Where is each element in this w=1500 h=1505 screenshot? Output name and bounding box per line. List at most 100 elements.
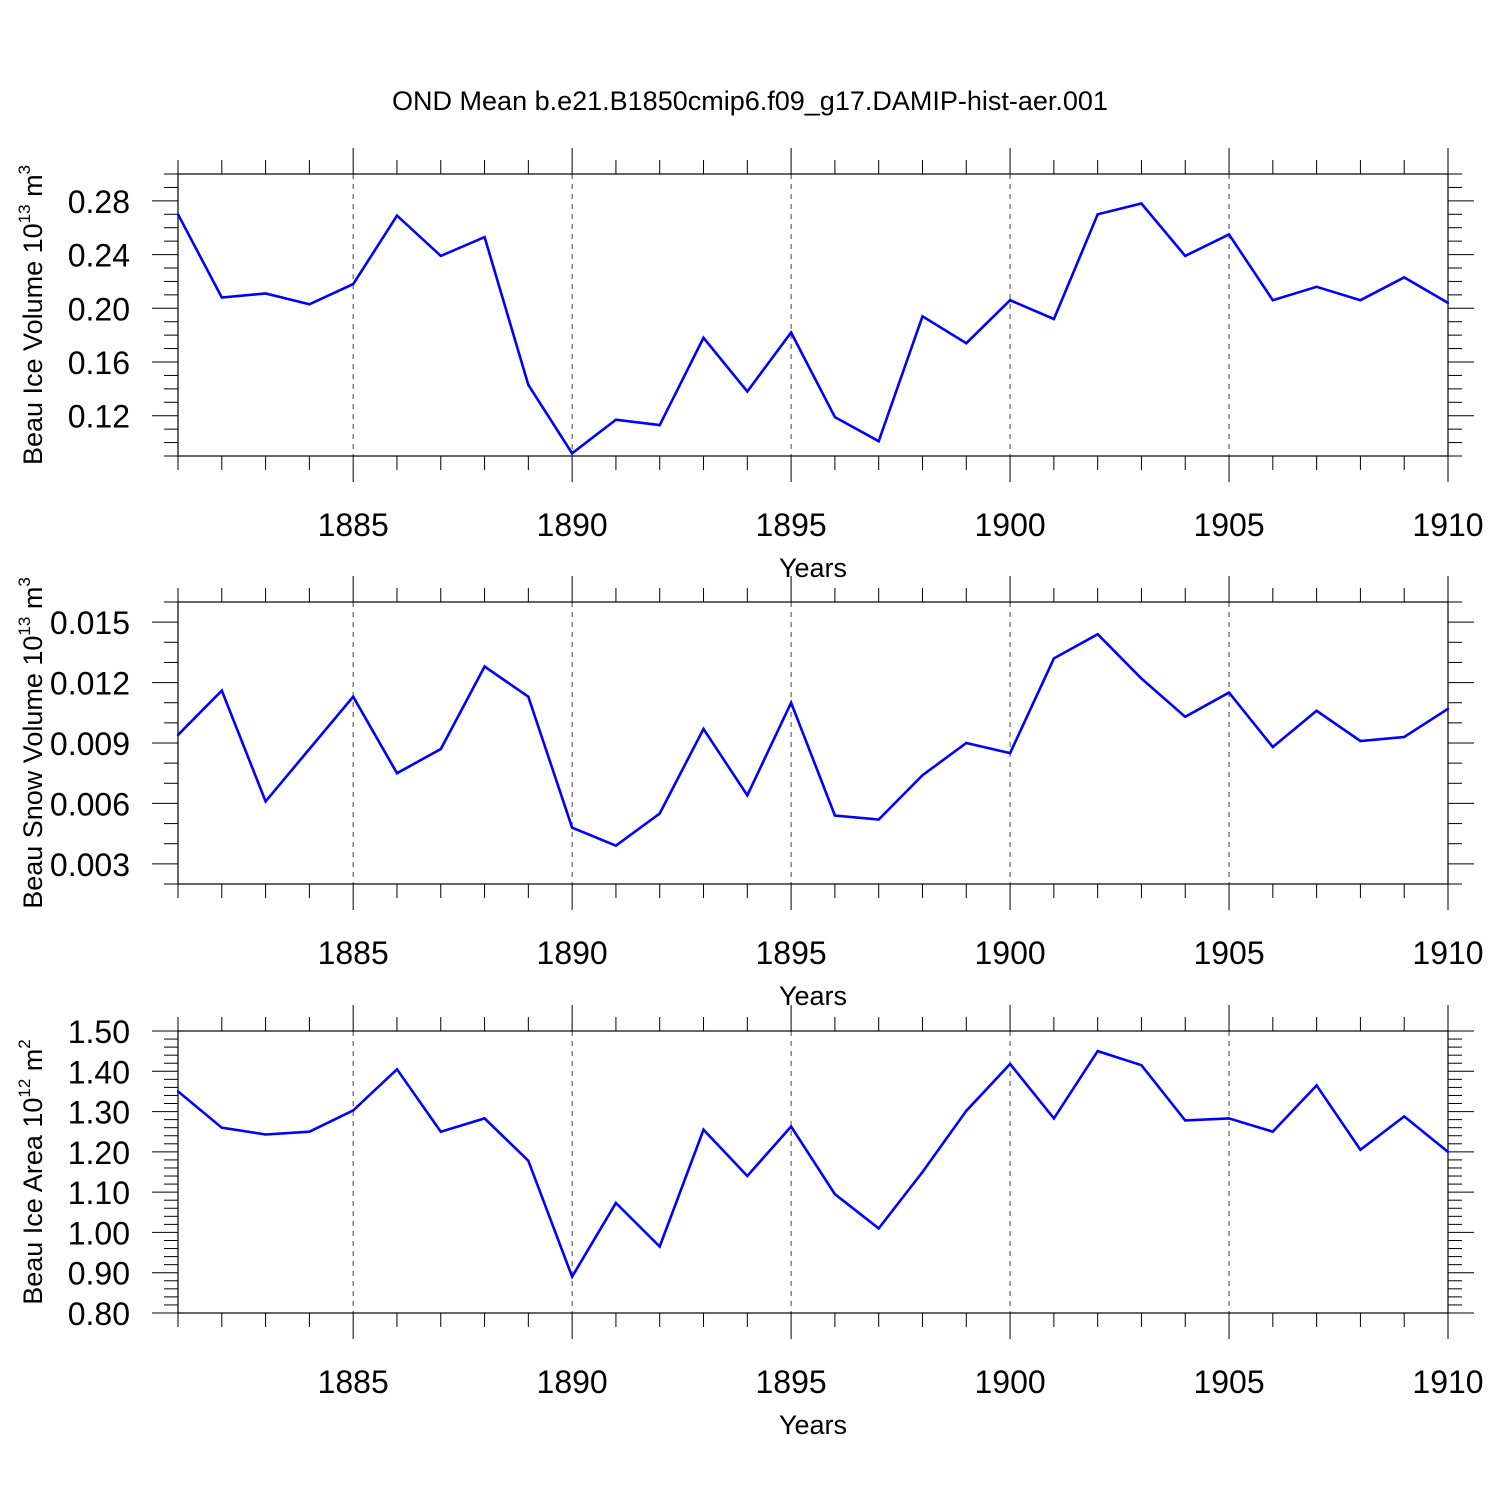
x-axis-label: Years	[779, 1410, 847, 1440]
data-point	[921, 315, 924, 318]
x-tick-label: 1900	[974, 935, 1045, 971]
data-point	[746, 794, 749, 797]
data-point	[527, 383, 530, 387]
data-point	[1096, 1049, 1099, 1053]
x-tick-label: 1890	[537, 935, 608, 971]
data-point	[1096, 213, 1099, 216]
y-tick-label: 0.015	[50, 605, 130, 641]
x-tick-label: 1885	[318, 935, 389, 971]
data-point	[351, 282, 355, 286]
data-point	[1184, 254, 1187, 258]
data-point	[395, 772, 399, 775]
data-point	[702, 1128, 705, 1131]
data-point	[264, 292, 267, 295]
data-point	[833, 415, 837, 419]
data-point	[1140, 677, 1143, 680]
y-tick-label: 0.28	[68, 184, 130, 220]
data-point	[1227, 1117, 1231, 1120]
data-point	[439, 1130, 442, 1133]
data-point	[1096, 633, 1099, 636]
data-point	[351, 695, 355, 698]
x-tick-label: 1900	[974, 507, 1045, 543]
y-tick-label: 0.006	[50, 786, 130, 822]
x-tick-label: 1895	[756, 935, 827, 971]
y-tick-label: 1.10	[68, 1175, 130, 1211]
data-point	[264, 1133, 267, 1136]
data-point	[1315, 285, 1318, 288]
data-point	[877, 818, 880, 821]
data-point	[1315, 1084, 1318, 1087]
x-tick-label: 1910	[1412, 1364, 1483, 1400]
data-point	[264, 800, 267, 803]
data-point	[308, 303, 311, 306]
x-tick-label: 1890	[537, 1364, 608, 1400]
data-point	[789, 331, 793, 334]
data-point	[1403, 735, 1406, 739]
x-tick-label: 1885	[318, 1364, 389, 1400]
data-point	[921, 774, 924, 777]
data-point	[1271, 299, 1275, 302]
data-point	[746, 1174, 749, 1178]
data-point	[1052, 657, 1056, 660]
data-point	[1403, 276, 1406, 279]
x-tick-label: 1900	[974, 1364, 1045, 1400]
data-point	[220, 296, 223, 299]
data-point	[1227, 691, 1231, 694]
data-point	[1140, 1064, 1143, 1067]
data-point	[921, 1170, 924, 1174]
y-tick-label: 0.009	[50, 726, 130, 762]
data-point	[1227, 233, 1231, 236]
data-point	[789, 701, 793, 704]
data-point	[965, 1109, 968, 1112]
panel-3: 1885 1890 1895 1900 1905 1910 Years 0.80 0.90 1.0…	[15, 1005, 1484, 1440]
y-tick-label: 1.50	[68, 1014, 130, 1050]
data-point	[527, 695, 530, 698]
data-point	[395, 1068, 399, 1071]
data-point	[1359, 1148, 1362, 1152]
x-tick-label: 1890	[537, 507, 608, 543]
x-tick-label: 1910	[1412, 507, 1483, 543]
y-tick-label: 0.003	[50, 847, 130, 883]
data-point	[1052, 1117, 1056, 1120]
series-line	[176, 202, 1449, 456]
data-point	[176, 733, 180, 737]
data-point	[658, 1245, 661, 1248]
y-axis-label: Beau Ice Volume 1013 m3	[15, 165, 48, 465]
data-point	[351, 1109, 355, 1112]
y-tick-label: 0.90	[68, 1256, 130, 1292]
data-point	[220, 1126, 223, 1129]
data-point	[527, 1159, 530, 1162]
series-line	[177, 1049, 1449, 1280]
y-tick-label: 1.20	[68, 1135, 130, 1171]
data-point	[308, 747, 311, 751]
data-point	[965, 741, 968, 745]
data-point	[1446, 301, 1450, 305]
data-point	[658, 423, 661, 427]
data-point	[570, 1275, 574, 1278]
data-point	[570, 452, 574, 455]
data-point	[746, 390, 749, 393]
data-point	[1184, 1119, 1187, 1122]
y-tick-label: 1.40	[68, 1054, 130, 1090]
y-tick-label: 0.16	[68, 345, 130, 381]
y-tick-label: 0.012	[50, 666, 130, 702]
data-point	[1140, 202, 1143, 205]
figure-title: OND Mean b.e21.B1850cmip6.f09_g17.DAMIP-…	[392, 86, 1108, 116]
x-axis-label: Years	[779, 553, 847, 583]
data-point	[1446, 707, 1450, 710]
data-point	[1271, 745, 1275, 749]
data-point	[1403, 1115, 1406, 1118]
y-tick-label: 1.30	[68, 1095, 130, 1131]
data-point	[1184, 715, 1187, 719]
plot-frame	[177, 1030, 1449, 1314]
x-tick-label: 1910	[1412, 935, 1483, 971]
y-tick-label: 1.00	[68, 1215, 130, 1251]
data-point	[614, 418, 618, 421]
data-point	[833, 814, 837, 817]
data-point	[614, 844, 618, 847]
data-point	[483, 665, 486, 668]
panel-2: 1885 1890 1895 1900 1905 1910 Years 0.003 0.006 0…	[15, 576, 1484, 1011]
data-point	[1008, 299, 1012, 302]
x-tick-label: 1905	[1193, 935, 1264, 971]
data-point	[702, 336, 705, 340]
